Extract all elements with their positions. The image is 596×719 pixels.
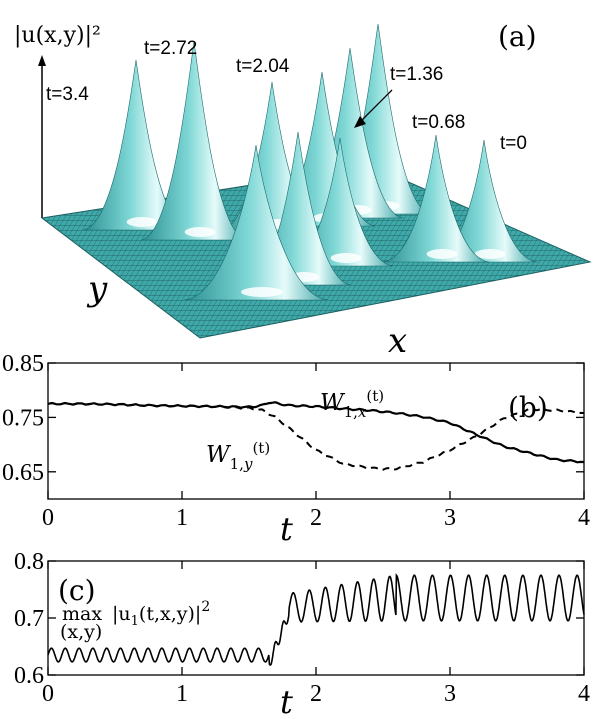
panel-c-xlabel: t xyxy=(280,683,293,719)
x-tick-label: 0 xyxy=(42,505,54,531)
panel-c-ticks: 0 1 2 3 4 0.6 0.7 0.8 xyxy=(14,549,590,707)
surface-peak xyxy=(383,134,489,263)
panel-b-ticks: 0 1 2 3 4 0.65 0.75 0.85 xyxy=(2,351,590,531)
time-label-0: t=0 xyxy=(500,133,527,154)
series-w1y-line xyxy=(47,401,585,471)
surface-peak-highlight xyxy=(474,249,506,259)
panel-a: |u(x,y)|² y x (a) t=3.4 t=2.72 t=2.04 t=… xyxy=(14,20,592,361)
surface-peak-highlight xyxy=(330,253,362,263)
series-w1x-line xyxy=(47,401,585,464)
y-tick-label: 0.8 xyxy=(14,549,44,575)
panel-b-frame xyxy=(47,362,585,500)
x-tick-label: 3 xyxy=(444,505,456,531)
pointer-arrow xyxy=(359,89,393,123)
x-tick-label: 1 xyxy=(176,505,188,531)
surface-peak-highlight xyxy=(184,227,216,237)
y-axis-label: y xyxy=(86,269,108,309)
y-tick-label: 0.7 xyxy=(14,606,44,632)
x-tick-label: 1 xyxy=(176,681,188,707)
surface-peak xyxy=(183,144,329,301)
surface-peak-highlight xyxy=(426,249,458,259)
x-tick-label: 3 xyxy=(444,681,456,707)
z-axis-arrowhead xyxy=(38,55,46,66)
panel-c-ylabel: max |u1(t,x,y)|2 (x,y) xyxy=(60,594,216,643)
x-tick-label: 4 xyxy=(578,505,590,531)
surface-peak-highlight xyxy=(241,287,283,297)
surface-peak xyxy=(141,41,247,241)
x-tick-label: 4 xyxy=(578,681,590,707)
panel-b: 0 1 2 3 4 0.65 0.75 0.85 (b) W1,x(t) W1,y(t) t xyxy=(2,351,590,548)
y-tick-label: 0.6 xyxy=(14,663,44,689)
panel-c: 0 1 2 3 4 0.6 0.7 0.8 (c) max |u1(t,x,y)|2 (x,y… xyxy=(14,549,590,719)
y-tick-label: 0.85 xyxy=(2,351,44,377)
panel-c-tag: (c) xyxy=(58,574,96,607)
surface-peaks xyxy=(83,23,537,301)
y-tick-label: 0.75 xyxy=(2,405,44,431)
y-tick-label: 0.65 xyxy=(2,460,44,486)
legend-w1y: W1,y(t) xyxy=(206,439,270,473)
panel-b-tag: (b) xyxy=(508,391,548,424)
x-tick-label: 0 xyxy=(42,681,54,707)
time-label-0.68: t=0.68 xyxy=(412,112,465,133)
surface-peak-highlight xyxy=(126,217,158,227)
x-axis-label: x xyxy=(388,321,407,361)
pointer-arrowhead xyxy=(354,116,366,128)
legend-w1x: W1,x(t) xyxy=(320,387,384,421)
time-label-1.36: t=1.36 xyxy=(390,64,443,85)
x-tick-label: 2 xyxy=(310,505,322,531)
panel-b-xlabel: t xyxy=(280,510,293,548)
x-tick-label: 2 xyxy=(310,681,322,707)
time-label-2.72: t=2.72 xyxy=(144,38,197,59)
time-label-3.4: t=3.4 xyxy=(46,84,89,105)
panel-a-tag: (a) xyxy=(498,20,537,53)
z-axis-label: |u(x,y)|² xyxy=(14,23,101,48)
series-max-u1-line xyxy=(47,573,585,667)
time-label-2.04: t=2.04 xyxy=(236,56,290,77)
